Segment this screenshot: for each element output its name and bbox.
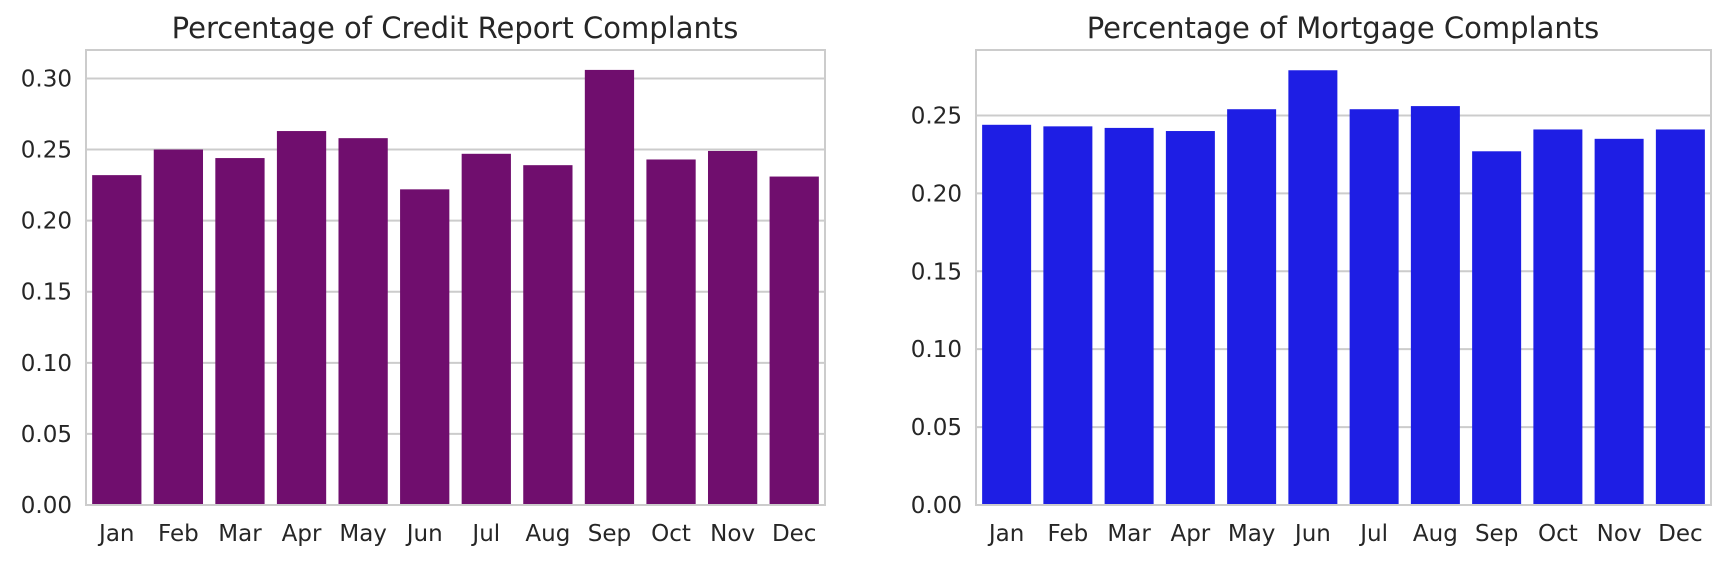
bar-oct <box>646 159 696 505</box>
y-tick-label: 0.05 <box>911 415 962 441</box>
bar-jun <box>1288 70 1338 506</box>
bar-jul <box>1349 109 1399 505</box>
bar-aug <box>523 165 573 505</box>
bar-dec <box>1655 129 1705 505</box>
x-tick-label: Oct <box>1538 521 1578 547</box>
x-tick-label: Jul <box>470 521 500 547</box>
mortgage-chart: Percentage of Mortgage Complants 0.000.0… <box>911 11 1712 547</box>
bar-apr <box>1165 131 1215 505</box>
bar-mar <box>1104 127 1154 506</box>
bar-apr <box>276 131 327 505</box>
y-tick-label: 0.30 <box>21 66 72 92</box>
bar-mar <box>215 158 265 505</box>
x-tick-labels: Jan Feb Mar Apr May Jun Jul Aug Sep Oct Nov Dec <box>987 521 1703 547</box>
x-tick-label: Nov <box>1597 521 1642 547</box>
x-tick-label: May <box>339 521 387 547</box>
y-grid <box>86 77 825 506</box>
x-tick-label: Mar <box>218 521 262 547</box>
bar-jan <box>92 175 142 505</box>
y-tick-label: 0.10 <box>911 337 962 363</box>
y-tick-label: 0.20 <box>911 181 962 207</box>
bar-oct <box>1533 129 1583 505</box>
y-tick-label: 0.15 <box>911 259 962 285</box>
bar-series <box>982 70 1705 506</box>
y-tick-label: 0.25 <box>911 103 962 129</box>
x-tick-label: Sep <box>588 521 631 547</box>
y-tick-label: 0.15 <box>21 280 72 306</box>
x-tick-label: Aug <box>1413 521 1458 547</box>
x-tick-label: Aug <box>525 521 570 547</box>
x-tick-label: May <box>1228 521 1276 547</box>
y-tick-label: 0.00 <box>911 493 962 519</box>
bar-sep <box>1472 151 1522 505</box>
bar-may <box>1227 109 1277 505</box>
x-tick-label: Mar <box>1107 521 1151 547</box>
chart-title: Percentage of Mortgage Complants <box>1087 11 1600 45</box>
plot-frame <box>975 49 1712 506</box>
y-tick-label: 0.05 <box>21 422 72 448</box>
x-tick-label: Dec <box>1658 521 1703 547</box>
bar-feb <box>1043 126 1093 506</box>
bar-dec <box>769 176 819 505</box>
x-tick-labels: Jan Feb Mar Apr May Jun Jul Aug Sep Oct Nov Dec <box>97 521 816 547</box>
bar-jan <box>982 124 1032 505</box>
bar-may <box>338 138 388 505</box>
x-tick-label: Apr <box>1170 521 1210 547</box>
credit-report-chart: Percentage of Credit Report Complants 0.… <box>21 11 826 547</box>
y-tick-labels: 0.00 0.05 0.10 0.15 0.20 0.25 <box>911 103 962 519</box>
y-tick-labels: 0.00 0.05 0.10 0.15 0.20 0.25 0.30 <box>21 66 72 519</box>
bar-feb <box>153 149 204 505</box>
x-tick-label: Dec <box>772 521 817 547</box>
bar-nov <box>707 150 758 505</box>
y-tick-label: 0.00 <box>21 493 72 519</box>
chart-title: Percentage of Credit Report Complants <box>172 11 739 45</box>
x-tick-label: Apr <box>282 521 322 547</box>
x-tick-label: Sep <box>1475 521 1518 547</box>
x-tick-label: Jan <box>987 521 1024 547</box>
x-tick-label: Jul <box>1358 521 1388 547</box>
bar-jun <box>400 189 450 505</box>
y-tick-label: 0.20 <box>21 209 72 235</box>
plot-frame <box>85 49 826 506</box>
y-tick-label: 0.25 <box>21 138 72 164</box>
x-tick-label: Jan <box>97 521 134 547</box>
x-tick-label: Nov <box>710 521 755 547</box>
x-tick-label: Oct <box>651 521 691 547</box>
y-tick-label: 0.10 <box>21 351 72 377</box>
x-tick-label: Feb <box>158 521 199 547</box>
bar-nov <box>1594 138 1644 506</box>
x-tick-label: Feb <box>1048 521 1089 547</box>
bar-jul <box>461 153 511 505</box>
x-tick-label: Jun <box>405 521 443 547</box>
x-tick-label: Jun <box>1293 521 1331 547</box>
bar-aug <box>1410 106 1460 506</box>
bar-series <box>92 69 819 505</box>
bar-sep <box>584 69 635 505</box>
